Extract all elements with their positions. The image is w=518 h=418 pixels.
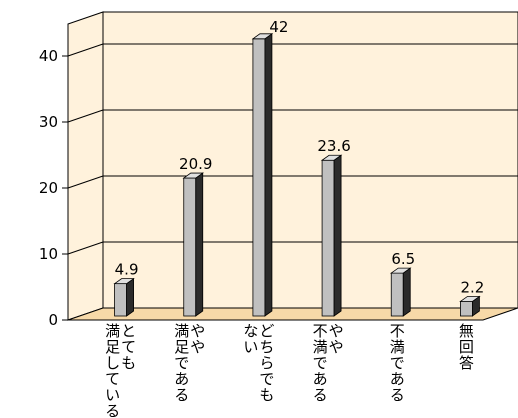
- bar: [182, 172, 204, 317]
- category-label-char: や: [329, 338, 344, 356]
- category-label-char: る: [105, 402, 120, 418]
- gridline-side: [67, 241, 104, 255]
- category-label-char: あ: [390, 370, 405, 388]
- category-label-char: て: [121, 338, 136, 356]
- category-label-char: る: [390, 386, 405, 404]
- category-label-char: る: [313, 386, 328, 404]
- bar-top: [459, 296, 481, 302]
- category-label-char: 回: [459, 338, 474, 356]
- bar-side: [402, 267, 411, 317]
- bar-side: [264, 33, 273, 317]
- category-label-char: 足: [105, 338, 120, 356]
- bar-front: [390, 272, 404, 317]
- category-label-char: 無: [459, 322, 474, 340]
- category-label-char: し: [105, 354, 120, 372]
- category-label-char: 満: [313, 338, 328, 356]
- category-label-char: と: [121, 322, 136, 340]
- category-label-char: ど: [259, 322, 274, 340]
- bar: [390, 267, 412, 317]
- category-label-char: い: [243, 338, 258, 356]
- gridline-side: [67, 43, 104, 57]
- y-tick-label: 40: [39, 47, 58, 65]
- bar-side: [126, 277, 134, 317]
- plot-floor: [67, 307, 518, 321]
- data-label: 42: [269, 18, 288, 36]
- data-label: 23.6: [317, 137, 350, 155]
- bar-top: [113, 278, 135, 285]
- bar-front: [252, 38, 266, 317]
- plot-back-wall: [102, 11, 518, 309]
- category-label-char: い: [105, 386, 120, 404]
- category-label-char: あ: [313, 370, 328, 388]
- bar-side: [195, 172, 204, 317]
- bar: [113, 277, 135, 317]
- category-label-char: あ: [174, 370, 189, 388]
- category-label-char: る: [174, 386, 189, 404]
- bar-top: [251, 33, 274, 40]
- category-label-char: 不: [313, 322, 328, 340]
- bar: [251, 33, 274, 317]
- gridline-side: [67, 109, 104, 123]
- data-label: 20.9: [179, 155, 212, 173]
- category-label-char: て: [105, 370, 120, 388]
- data-label: 6.5: [391, 250, 415, 268]
- category-label-char: 答: [459, 354, 474, 372]
- category-label-char: も: [121, 354, 136, 372]
- data-label: 2.2: [460, 278, 484, 296]
- plot-side-wall: [67, 11, 104, 321]
- data-label: 4.9: [115, 261, 139, 279]
- category-label-char: 足: [174, 338, 189, 356]
- category-label-char: も: [259, 386, 274, 404]
- bar-front: [183, 177, 197, 317]
- bar: [459, 295, 481, 317]
- bar-side: [333, 154, 342, 317]
- bar-top: [182, 172, 204, 179]
- category-label-char: ち: [259, 338, 274, 356]
- category-label-char: で: [390, 354, 405, 372]
- bar-top: [390, 267, 412, 274]
- y-tick-label: 20: [39, 179, 58, 197]
- bar-top: [320, 154, 343, 161]
- category-label-char: な: [243, 322, 258, 340]
- bar: [320, 154, 343, 317]
- category-label-char: ら: [259, 354, 274, 372]
- category-label-char: で: [313, 354, 328, 372]
- category-label-char: や: [190, 322, 205, 340]
- bar-front: [321, 159, 335, 317]
- y-tick-label: 0: [48, 311, 58, 329]
- category-label-char: や: [190, 338, 205, 356]
- category-label-char: で: [174, 354, 189, 372]
- category-label-char: 満: [105, 322, 120, 340]
- bar-front: [114, 283, 127, 317]
- category-label-char: や: [329, 322, 344, 340]
- category-label-char: 満: [390, 338, 405, 356]
- category-label-char: 満: [174, 322, 189, 340]
- category-label-char: で: [259, 370, 274, 388]
- bar-front: [460, 301, 473, 317]
- category-label-char: 不: [390, 322, 405, 340]
- y-tick-label: 10: [39, 245, 58, 263]
- gridline-side: [67, 175, 104, 189]
- y-tick-label: 30: [39, 113, 58, 131]
